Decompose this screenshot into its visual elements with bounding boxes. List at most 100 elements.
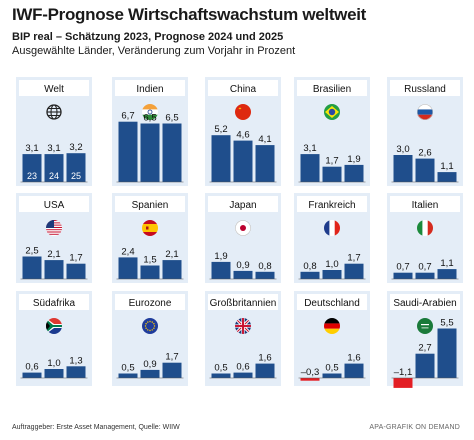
panel-label-box (19, 294, 89, 310)
panel-label-box (390, 294, 460, 310)
data-label: 0,6 (236, 362, 249, 373)
bar (393, 155, 413, 182)
bar (393, 378, 413, 388)
data-label: 1,7 (325, 156, 338, 167)
footer-credit: APA-GRAFIK ON DEMAND (369, 424, 460, 431)
bar (300, 154, 320, 182)
bar (140, 123, 160, 182)
bar (415, 158, 435, 182)
flag-eu-icon (142, 318, 158, 334)
bar (140, 265, 160, 279)
globe-icon (46, 104, 62, 120)
panel-label-box (390, 80, 460, 96)
data-label: –0,3 (301, 367, 320, 378)
bar (437, 269, 457, 279)
panel-label-box (115, 294, 185, 310)
data-label: 2,1 (165, 249, 178, 260)
bar (22, 154, 42, 182)
flag-saudi-arabia-icon (417, 318, 433, 334)
data-label: 2,4 (121, 246, 134, 257)
data-label: 1,3 (69, 355, 82, 366)
bar (233, 372, 253, 378)
data-label: 4,6 (236, 130, 249, 141)
bar (437, 172, 457, 182)
bar (118, 373, 138, 378)
panel-usa: USA 2,5 2,1 1,7 (16, 193, 92, 283)
data-label: 3,1 (25, 143, 38, 154)
panel-label-box (19, 80, 89, 96)
panel-eurozone: Eurozone 0,5 0,9 1,7 (112, 291, 188, 386)
data-label: 2,1 (47, 249, 60, 260)
data-label: 3,1 (47, 143, 60, 154)
data-label: 6,7 (121, 111, 134, 122)
data-label: 0,8 (258, 261, 271, 272)
bar (162, 123, 182, 182)
panel-label-box (390, 196, 460, 212)
panel-label-box (297, 294, 367, 310)
bar (118, 121, 138, 182)
bar (255, 271, 275, 279)
panel-label: Saudi-Arabien (393, 298, 456, 309)
flag-france-icon (324, 220, 340, 236)
bar (415, 272, 435, 279)
bar (322, 166, 342, 182)
data-label: 6,5 (143, 113, 156, 124)
bar (140, 369, 160, 378)
bar (66, 263, 86, 279)
bar (44, 260, 64, 279)
data-label: 2,7 (418, 343, 431, 354)
panel-russland: Russland 3,0 2,6 1,1 (387, 77, 463, 186)
data-label: 6,5 (165, 113, 178, 124)
data-label: 1,7 (165, 352, 178, 363)
bar (344, 363, 364, 378)
flag-japan-icon (235, 220, 251, 236)
bar (211, 135, 231, 182)
panel-label-box (115, 196, 185, 212)
panel-label-box (19, 196, 89, 212)
bar (162, 260, 182, 279)
panel-label: USA (44, 200, 65, 211)
bar (44, 369, 64, 378)
data-label: 0,7 (396, 262, 409, 273)
panel-japan: Japan 1,9 0,9 0,8 (205, 193, 281, 283)
panel-label: Frankreich (308, 200, 355, 211)
flag-brazil-icon (324, 104, 340, 120)
flag-south-africa-icon (46, 318, 62, 334)
bar (233, 270, 253, 279)
data-label: 2,5 (25, 246, 38, 257)
data-label: 1,0 (47, 358, 60, 369)
bar (255, 145, 275, 182)
data-label: 3,1 (303, 143, 316, 154)
data-label: 1,1 (440, 161, 453, 172)
panel-label: Indien (136, 84, 163, 95)
bar (322, 373, 342, 378)
bar (66, 366, 86, 378)
data-label: 0,9 (236, 260, 249, 271)
data-label: 0,6 (25, 362, 38, 373)
bar (233, 140, 253, 182)
panel-label-box (115, 80, 185, 96)
panel-label: Deutschland (304, 298, 360, 309)
data-label: 3,0 (396, 144, 409, 155)
flag-china-icon (235, 104, 251, 120)
bar (393, 272, 413, 279)
bar-year-label: 23 (27, 171, 37, 181)
data-label: 1,6 (347, 353, 360, 364)
bar (300, 271, 320, 279)
chart-title: IWF-Prognose Wirtschaftswachstum weltwei… (12, 5, 367, 24)
panel-label: Japan (229, 200, 256, 211)
flag-germany-icon (324, 318, 340, 334)
data-label: 1,7 (347, 253, 360, 264)
data-label: 0,8 (303, 261, 316, 272)
panel-frankreich: Frankreich 0,8 1,0 1,7 (294, 193, 370, 283)
bar (437, 328, 457, 378)
data-label: 0,5 (325, 363, 338, 374)
bar (211, 373, 231, 378)
bar (211, 261, 231, 279)
bar (415, 353, 435, 378)
data-label: 5,5 (440, 318, 453, 329)
panel-spanien: Spanien 2,4 1,5 2,1 (112, 193, 188, 283)
panel-label: Spanien (132, 200, 169, 211)
panel-china: China 5,2 4,6 4,1 (205, 77, 281, 186)
